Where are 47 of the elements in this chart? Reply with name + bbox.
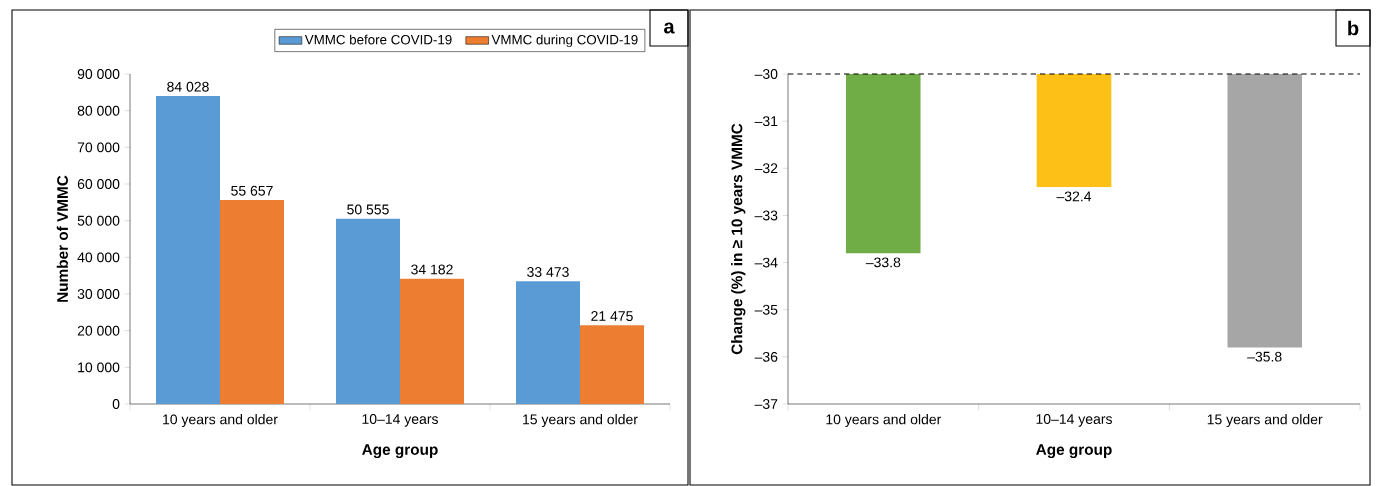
- x-tick-label: 10 years and older: [826, 414, 942, 428]
- y-tick-label: –35: [754, 304, 778, 315]
- y-tick-label: –34: [754, 257, 778, 268]
- x-tick-label: 10–14 years: [362, 414, 438, 427]
- bar: [220, 199, 284, 404]
- bar: [156, 95, 221, 404]
- data-label: 21 475: [591, 311, 633, 321]
- x-tick-label: 10 years and older: [163, 414, 278, 428]
- data-label: 34 182: [411, 264, 453, 275]
- x-tick-label: 15 years and older: [523, 414, 638, 428]
- data-label: 55 657: [231, 185, 273, 196]
- y-tick-label: 70 000: [77, 142, 120, 153]
- y-tick-label: –33: [754, 210, 778, 221]
- x-tick-label: 10–14 years: [1036, 414, 1112, 427]
- bar: [336, 218, 401, 404]
- y-tick-label: –31: [754, 116, 778, 127]
- data-label: 50 555: [347, 204, 389, 215]
- text: a: [664, 22, 675, 34]
- y-tick-label: –32: [754, 163, 778, 174]
- bar: [580, 325, 644, 404]
- text: b: [1348, 20, 1359, 36]
- x-axis-title: Age group: [1036, 444, 1112, 459]
- y-tick-label: 60 000: [77, 179, 120, 189]
- x-axis-title: Age group: [362, 444, 438, 459]
- bar: [400, 278, 464, 404]
- y-tick-label: 80 000: [77, 105, 120, 116]
- y-tick-label: 30 000: [77, 289, 120, 299]
- data-label: –33.8: [865, 257, 901, 268]
- data-label: –32.4: [1056, 191, 1092, 202]
- bar: [516, 281, 581, 404]
- data-label: 33 473: [527, 267, 569, 278]
- y-axis-title: Change (%) in ≥ 10 years VMMC: [731, 123, 746, 355]
- legend-label: VMMC during COVID-19: [491, 34, 638, 48]
- y-tick-label: 90 000: [77, 69, 120, 79]
- data-label: 84 028: [167, 81, 209, 92]
- y-tick-label: 40 000: [77, 252, 120, 263]
- y-tick-label: 0: [112, 399, 120, 409]
- y-tick-label: 10 000: [78, 362, 120, 373]
- y-tick-label: 20 000: [77, 325, 120, 336]
- x-tick-label: 15 years and older: [1207, 414, 1323, 428]
- y-tick-label: –37: [754, 399, 778, 409]
- y-tick-label: –36: [754, 351, 778, 362]
- y-axis-title: Number of VMMC: [56, 175, 68, 302]
- y-tick-label: 50 000: [77, 215, 120, 226]
- legend-label: VMMC before COVID-19: [304, 34, 452, 45]
- y-tick-label: –30: [754, 69, 778, 79]
- data-label: –35.8: [1247, 351, 1282, 362]
